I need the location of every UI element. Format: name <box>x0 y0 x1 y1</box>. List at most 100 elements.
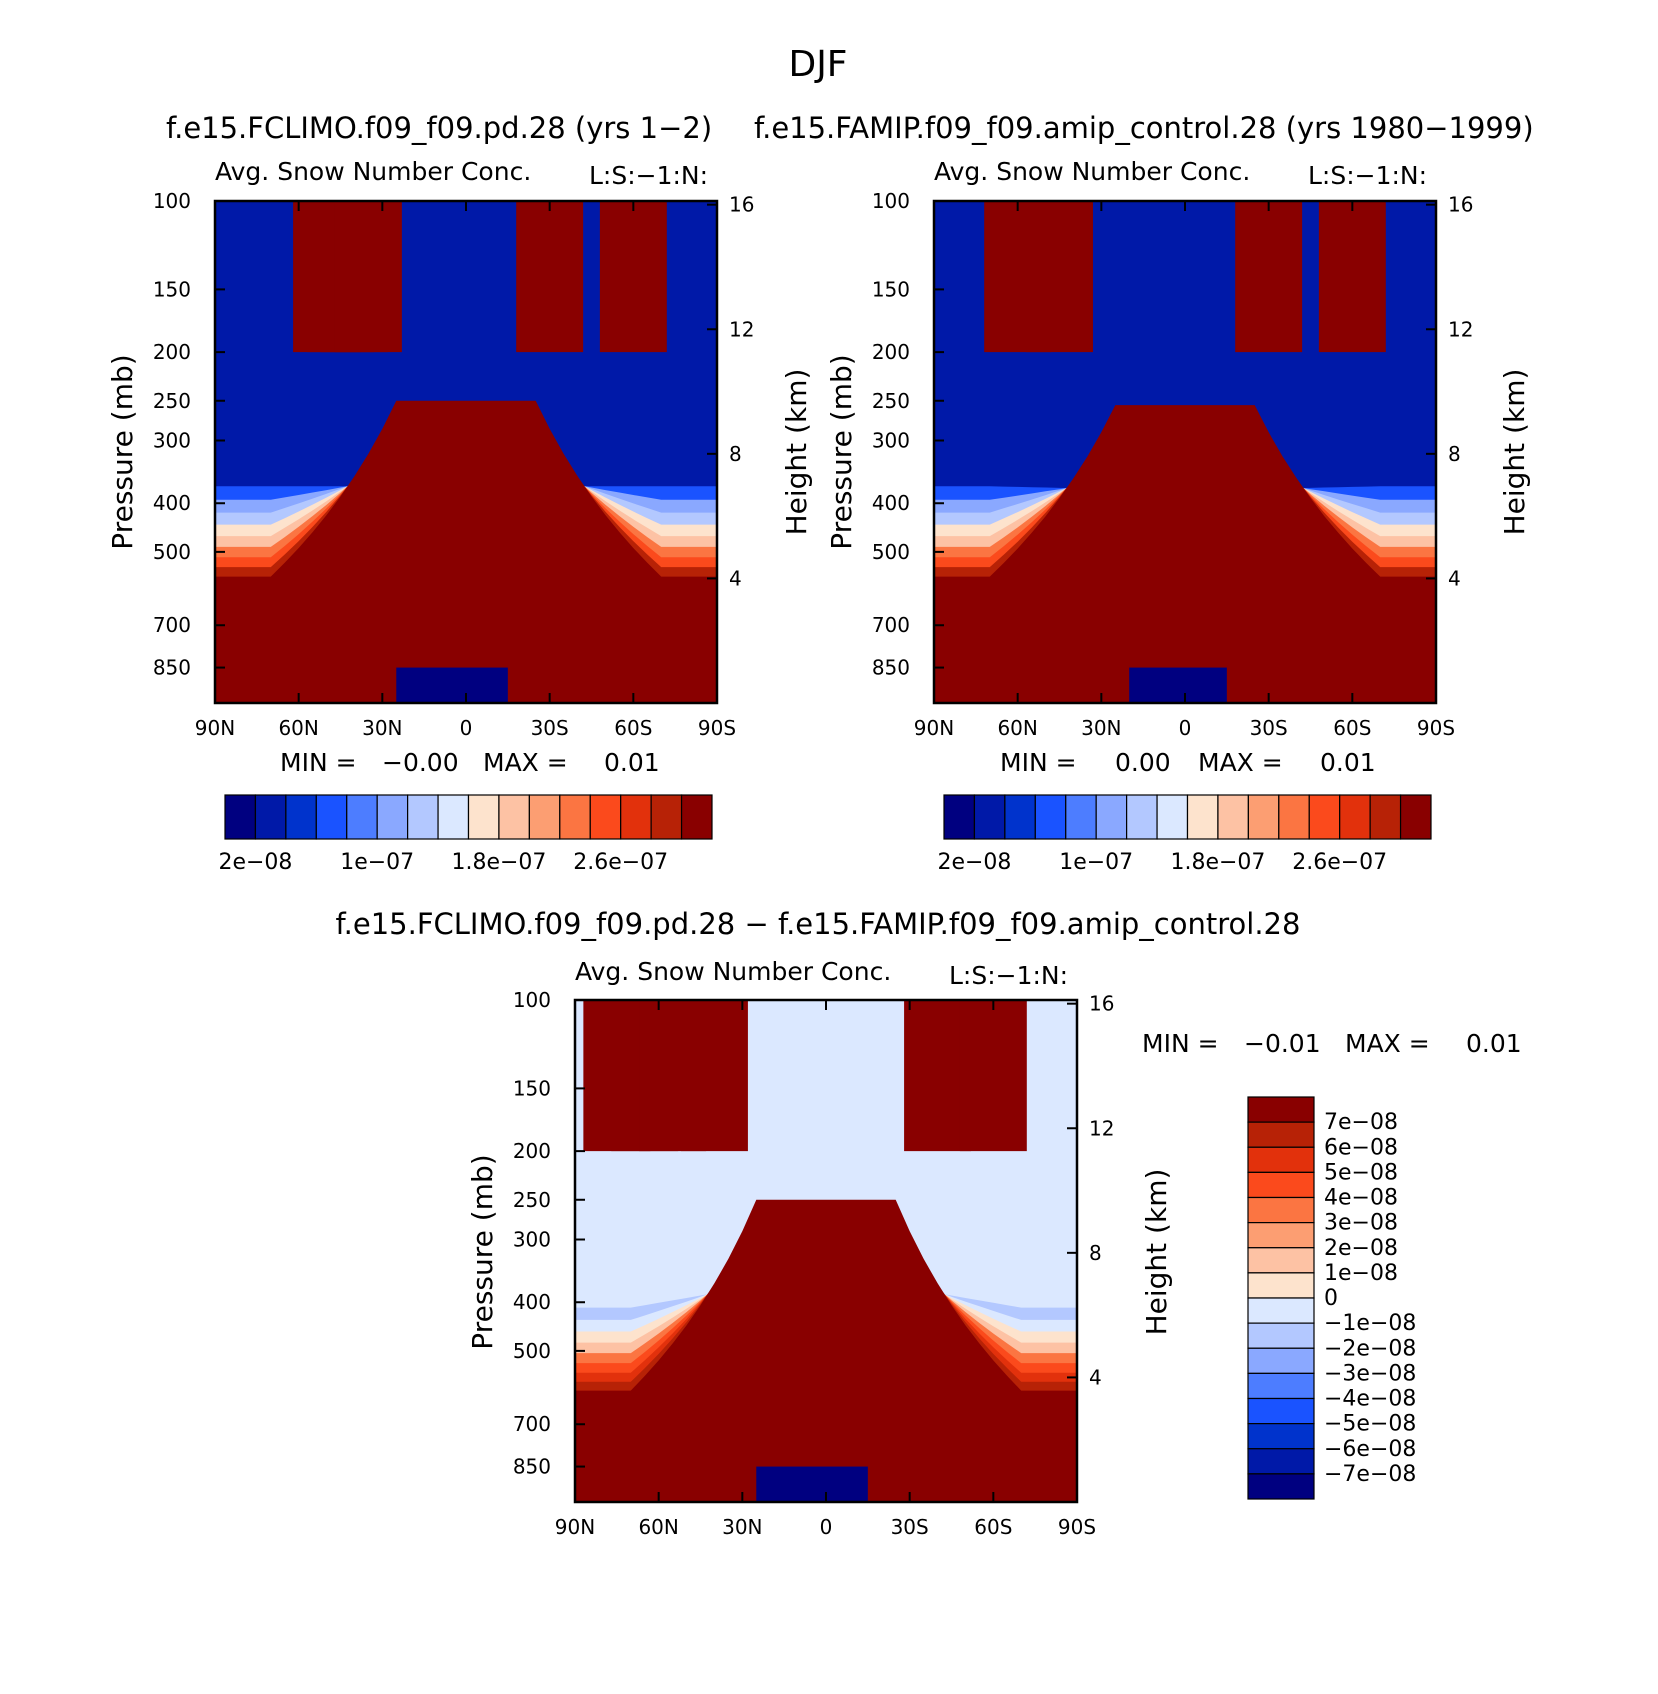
y-tick-label: 400 <box>153 491 191 515</box>
surface-pool <box>756 1466 868 1502</box>
y-tick-label: 500 <box>872 540 910 564</box>
y-tick-label: 200 <box>513 1139 551 1163</box>
colorbar-box <box>1247 1397 1315 1425</box>
high-snow-column <box>1235 201 1303 353</box>
y2-tick-label: 12 <box>1448 317 1473 341</box>
y-tick-label: 850 <box>513 1455 551 1479</box>
diff-title: f.e15.FCLIMO.f09_f09.pd.28 − f.e15.FAMIP… <box>336 907 1301 941</box>
min-value: −0.00 <box>382 748 459 777</box>
max-value: 0.01 <box>1320 748 1376 777</box>
min-value: 0.00 <box>1115 748 1171 777</box>
panel-subtitle: Avg. Snow Number Conc. <box>575 957 891 986</box>
colorbar-box <box>528 794 561 840</box>
x-tick-label: 60S <box>614 716 652 740</box>
colorbar-box <box>1278 794 1310 840</box>
colorbar-label: 2e−08 <box>218 850 292 875</box>
y-tick-label: 150 <box>153 277 191 301</box>
y-tick-label: 100 <box>513 988 551 1012</box>
y2-tick-label: 16 <box>1448 193 1473 217</box>
colorbar-label: −6e−08 <box>1324 1437 1416 1462</box>
axes: 90N 60N 30N 0 30S 60S 90S 100 150 200 250 300 400 500… <box>872 189 1474 740</box>
corner-label: L:S:−1:N: <box>589 161 708 190</box>
colorbar-label: 2.6e−07 <box>1292 850 1387 875</box>
contour-field <box>934 201 1436 703</box>
x-tick-label: 60N <box>638 1515 678 1539</box>
y-axis-label: Pressure (mb) <box>106 354 139 549</box>
colorbar-box <box>498 794 530 840</box>
colorbar-box <box>1247 1372 1315 1400</box>
x-tick-label: 90S <box>698 716 736 740</box>
contour-field <box>575 1000 1077 1502</box>
panel-subtitle: Avg. Snow Number Conc. <box>934 157 1250 186</box>
y2-tick-label: 4 <box>1448 566 1461 590</box>
y2-tick-label: 16 <box>1089 992 1114 1016</box>
colorbar-box <box>1247 1196 1315 1224</box>
colorbar-label: 1e−07 <box>340 850 414 875</box>
surface-pool <box>1129 667 1227 703</box>
colorbar-box <box>1247 1121 1315 1148</box>
colorbar-box <box>1247 1171 1315 1199</box>
y2-tick-label: 8 <box>729 442 742 466</box>
min-label: MIN = <box>280 748 357 777</box>
y-tick-label: 150 <box>872 277 910 301</box>
surface-pool <box>396 667 508 703</box>
x-tick-label: 90S <box>1417 716 1455 740</box>
figure-title: DJF <box>788 44 847 85</box>
max-value: 0.01 <box>1466 1029 1522 1058</box>
colorbar-box <box>650 794 683 840</box>
y-tick-label: 300 <box>153 429 191 453</box>
max-label: MAX = <box>1345 1029 1430 1058</box>
colorbar-label: −2e−08 <box>1324 1336 1416 1361</box>
x-tick-label: 0 <box>820 1515 833 1539</box>
y-tick-label: 300 <box>872 429 910 453</box>
colorbar: 2e−08 1e−07 1.8e−07 2.6e−07 <box>218 794 713 875</box>
y-tick-label: 150 <box>513 1076 551 1100</box>
colorbar-box <box>1247 1473 1315 1500</box>
colorbar-label: −3e−08 <box>1324 1361 1416 1386</box>
colorbar-box <box>1126 794 1158 840</box>
panel-difference: Avg. Snow Number Conc. L:S:−1:N: 90N 60N 3… <box>466 957 1522 1539</box>
high-snow-column <box>959 1000 1027 1152</box>
y-tick-label: 500 <box>153 540 191 564</box>
colorbar: 2e−08 1e−07 1.8e−07 2.6e−07 <box>937 794 1432 875</box>
y2-tick-label: 16 <box>729 193 754 217</box>
colorbar-box <box>1004 794 1036 840</box>
x-tick-label: 30N <box>722 1515 762 1539</box>
field-layers <box>575 1000 1077 1502</box>
min-value: −0.01 <box>1244 1029 1321 1058</box>
x-tick-label: 90N <box>914 716 954 740</box>
y-tick-label: 250 <box>153 389 191 413</box>
y2-tick-label: 12 <box>729 317 754 341</box>
colorbar-box <box>407 794 439 840</box>
colorbar-box <box>1399 794 1432 840</box>
colorbar-label: 6e−08 <box>1324 1135 1398 1160</box>
max-value: 0.01 <box>604 748 660 777</box>
y2-tick-label: 4 <box>729 566 742 590</box>
axes: 90N 60N 30N 0 30S 60S 90S 100 150 200 250 300 400 500… <box>153 189 755 740</box>
y2-axis-label: Height (km) <box>1498 369 1531 536</box>
y-tick-label: 400 <box>872 491 910 515</box>
colorbar-box <box>1065 794 1097 840</box>
y-tick-label: 700 <box>153 613 191 637</box>
contour-band <box>575 1199 1077 1502</box>
x-tick-label: 60S <box>974 1515 1012 1539</box>
colorbar-box <box>1308 794 1341 840</box>
field-layers <box>215 201 717 703</box>
colorbar-label: 1e−08 <box>1324 1261 1398 1286</box>
x-tick-label: 60S <box>1333 716 1371 740</box>
colorbar-label: 1.8e−07 <box>451 850 546 875</box>
colorbar-box <box>589 794 622 840</box>
x-tick-label: 0 <box>1179 716 1192 740</box>
colorbar-box <box>1186 794 1219 840</box>
colorbar-label: −7e−08 <box>1324 1462 1416 1487</box>
colorbar-label: 2e−08 <box>1324 1236 1398 1261</box>
y-tick-label: 400 <box>513 1290 551 1314</box>
colorbar-box <box>1247 1272 1315 1299</box>
colorbar: 7e−086e−085e−084e−083e−082e−081e−080−1e−… <box>1247 1096 1416 1500</box>
colorbar-label: 2.6e−07 <box>573 850 668 875</box>
corner-label: L:S:−1:N: <box>949 961 1068 990</box>
colorbar-box <box>1247 1322 1315 1349</box>
colorbar-box <box>943 794 976 840</box>
colorbar-box <box>1156 794 1189 840</box>
colorbar-box <box>1339 794 1371 840</box>
